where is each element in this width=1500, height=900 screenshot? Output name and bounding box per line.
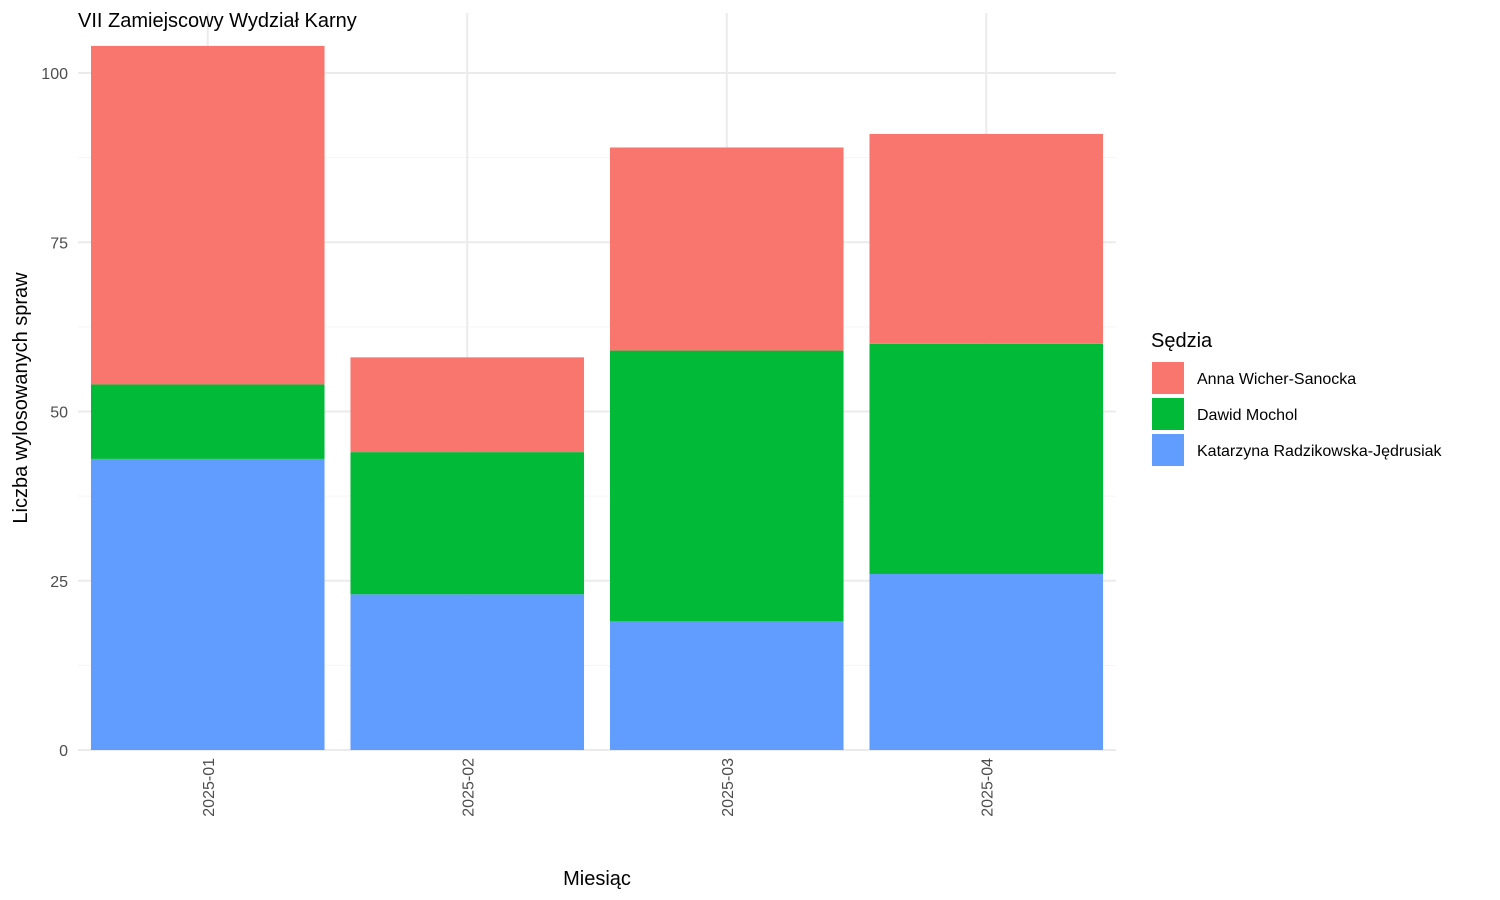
y-axis-title: Liczba wylosowanych spraw: [10, 272, 32, 524]
legend-label: Katarzyna Radzikowska-Jędrusiak: [1197, 443, 1443, 460]
y-tick-label: 100: [41, 66, 68, 83]
x-axis-ticks: 2025-01 2025-02 2025-03 2025-04: [201, 758, 997, 817]
bar-segment: [869, 573, 1104, 750]
bar-segment: [350, 452, 585, 595]
y-tick-label: 75: [50, 235, 68, 252]
bar-segment: [350, 357, 585, 453]
bar-segment: [609, 621, 844, 750]
x-axis-title: Miesiąc: [563, 868, 631, 890]
bar-segment: [90, 458, 325, 750]
legend-label: Dawid Mochol: [1197, 407, 1297, 424]
legend-swatch: [1152, 398, 1184, 430]
legend-title: Sędzia: [1151, 330, 1213, 352]
legend-items: Anna Wicher-Sanocka Dawid Mochol Katarzyna…: [1152, 362, 1443, 466]
legend-swatch: [1152, 362, 1184, 394]
bar-segment: [350, 594, 585, 750]
legend-swatch: [1152, 434, 1184, 466]
bar-segment: [90, 45, 325, 385]
legend-label: Anna Wicher-Sanocka: [1197, 371, 1356, 388]
x-tick-label: 2025-04: [979, 758, 996, 817]
chart-title: VII Zamiejscowy Wydział Karny: [78, 10, 357, 32]
y-axis-ticks: 0 25 50 75 100: [41, 66, 68, 760]
bar-segment: [609, 350, 844, 622]
legend: Sędzia Anna Wicher-Sanocka Dawid Mochol Ka…: [1151, 330, 1443, 466]
y-tick-label: 0: [59, 743, 68, 760]
y-tick-label: 25: [50, 574, 68, 591]
bar-segment: [609, 147, 844, 351]
x-tick-label: 2025-01: [201, 758, 218, 817]
bar-segment: [869, 343, 1104, 574]
bar-segment: [869, 133, 1104, 344]
bar-segment: [90, 384, 325, 459]
bars: [90, 45, 1104, 750]
x-tick-label: 2025-03: [720, 758, 737, 817]
y-tick-label: 50: [50, 405, 68, 422]
x-tick-label: 2025-02: [460, 758, 477, 817]
